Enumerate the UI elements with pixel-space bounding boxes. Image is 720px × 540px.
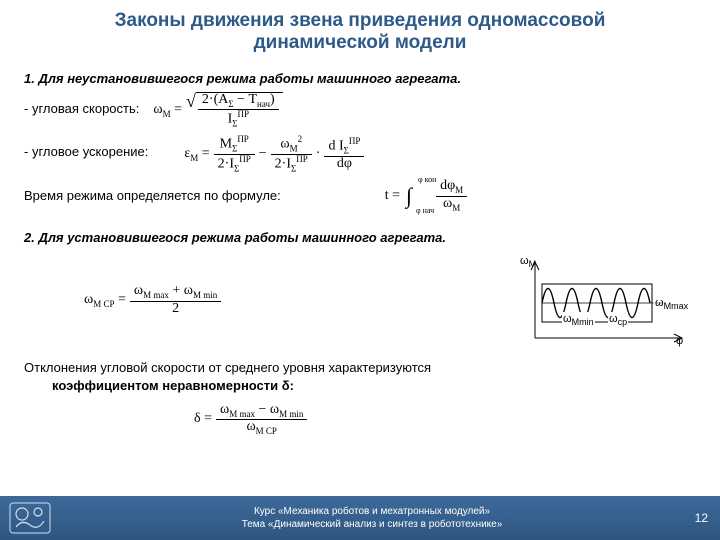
eq-time: t = ∫φ конφ нач dφM ωM: [385, 179, 467, 212]
footer-logo: [0, 496, 60, 540]
row-avg-and-chart: ωМ СР = ωМ max + ωМ min 2 ωM φ ωМmin: [24, 256, 696, 351]
chart-y-label: ωM: [520, 254, 536, 270]
title-line-1: Законы движения звена приведения одномас…: [20, 10, 700, 32]
chart-x-label: φ: [676, 334, 683, 349]
row-epsilon: - угловое ускорение: εM = MΣПР 2·IΣПР − …: [24, 135, 696, 174]
title-line-2: динамической модели: [20, 32, 700, 54]
footer-text: Курс «Механика роботов и мехатронных мод…: [60, 505, 720, 531]
time-formula-text: Время режима определяется по формуле:: [24, 181, 281, 205]
footer: Курс «Механика роботов и мехатронных мод…: [0, 496, 720, 540]
section-2-heading: 2. Для установившегося режима работы маш…: [24, 229, 696, 247]
eq-omega: ωM = √ 2·(AΣ − Tнач) IΣПР: [153, 92, 282, 129]
omega-chart: ωM φ ωМmin ωср ωМmax: [520, 256, 690, 351]
row-omega: - угловая скорость: ωM = √ 2·(AΣ − Tнач)…: [24, 92, 696, 129]
page-number: 12: [695, 511, 708, 525]
section-1-heading: 1. Для неустановившегося режима работы м…: [24, 70, 696, 88]
content-area: 1. Для неустановившегося режима работы м…: [0, 60, 720, 436]
chart-label-max: ωМmax: [655, 296, 688, 312]
eq-delta: δ = ωМ max − ωМ min ωМ СР: [194, 403, 307, 436]
chart-label-min: ωМmin: [562, 312, 595, 328]
deviation-text: Отклонения угловой скорости от среднего …: [24, 359, 696, 394]
row-time: Время режима определяется по формуле: t …: [24, 179, 696, 212]
chart-label-cp: ωср: [608, 312, 628, 328]
bullet-angular-accel: - угловое ускорение:: [24, 137, 148, 161]
bullet-angular-velocity: - угловая скорость:: [24, 94, 139, 118]
eq-epsilon: εM = MΣПР 2·IΣПР − ωM2 2·IΣПР · d IΣПР d…: [184, 135, 364, 174]
eq-omega-avg: ωМ СР = ωМ max + ωМ min 2: [84, 284, 221, 316]
slide-title: Законы движения звена приведения одномас…: [0, 0, 720, 60]
